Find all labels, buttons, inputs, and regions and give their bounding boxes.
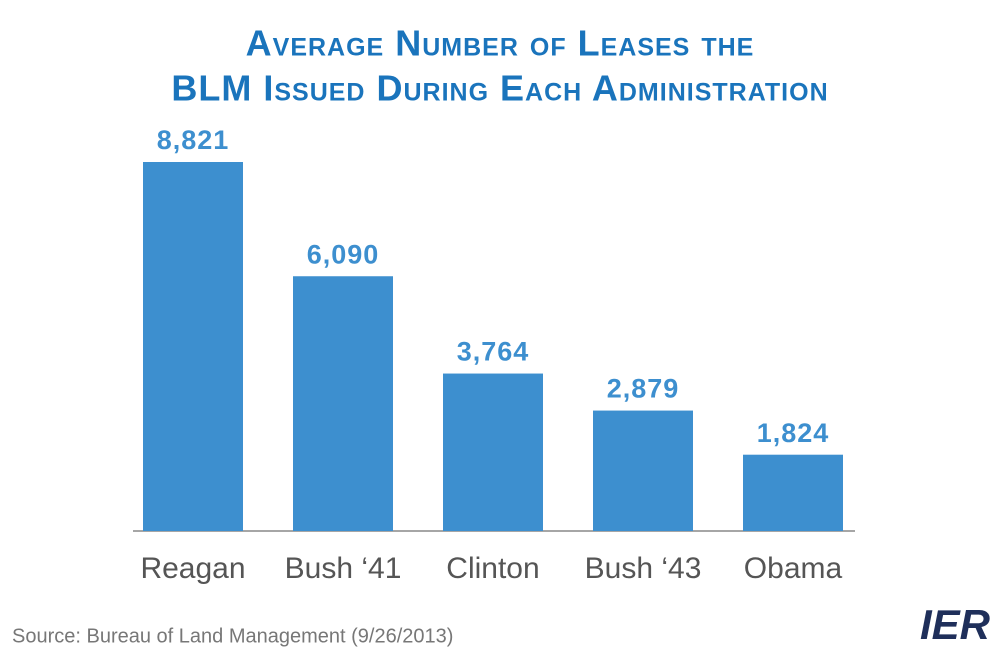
x-tick-label: Reagan — [140, 552, 245, 585]
source: Source: Bureau of Land Management (9/26/… — [12, 625, 453, 647]
value-label: 3,764 — [457, 337, 530, 367]
bar — [743, 454, 843, 531]
x-tick-label: Obama — [744, 552, 843, 585]
x-tick-label: Bush ‘43 — [585, 552, 702, 585]
bar — [143, 162, 243, 531]
bar — [293, 276, 393, 531]
bar — [443, 373, 543, 531]
x-tick-label: Bush ‘41 — [285, 552, 402, 585]
value-label: 1,824 — [757, 418, 830, 448]
value-label: 6,090 — [307, 239, 380, 269]
logo: IER — [920, 601, 991, 648]
x-tick-label: Clinton — [446, 552, 539, 585]
chart-title: BLM Issued During Each Administration — [171, 68, 828, 109]
bar — [593, 410, 693, 531]
value-label: 2,879 — [607, 374, 680, 404]
chart-title: Average Number of Leases the — [246, 23, 755, 64]
value-label: 8,821 — [157, 125, 230, 155]
